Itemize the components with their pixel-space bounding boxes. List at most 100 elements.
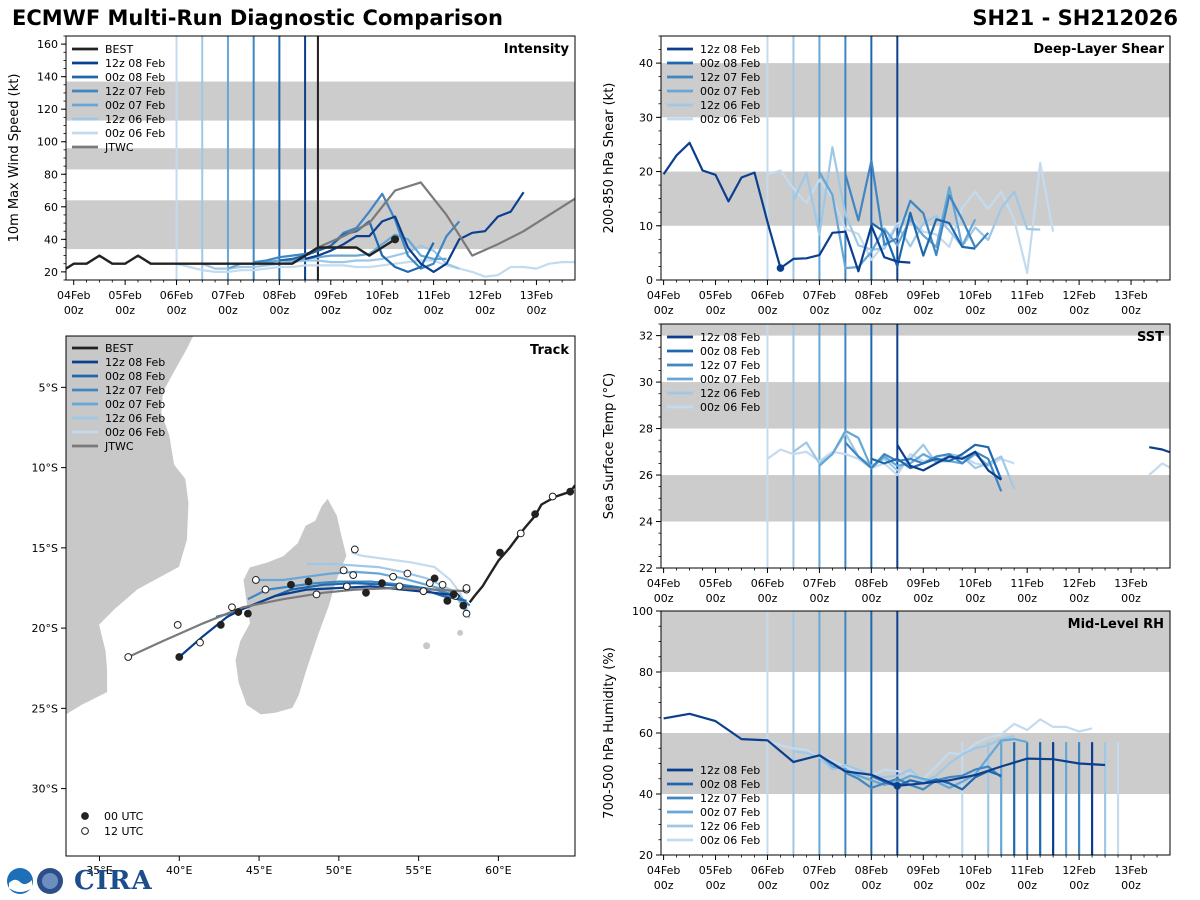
x-tick-label-hour: 00z xyxy=(810,879,830,892)
legend-label: 00z 08 Feb xyxy=(700,57,760,70)
x-tick-label: 09Feb xyxy=(907,864,940,877)
x-tick-label: 13Feb xyxy=(520,289,553,302)
y-tick-label: 40 xyxy=(639,57,653,70)
x-tick-label-hour: 00z xyxy=(861,304,881,317)
series-line xyxy=(844,159,990,257)
track-point-12utc xyxy=(173,620,182,629)
threshold-band xyxy=(66,200,575,250)
track-point-00utc xyxy=(496,548,504,557)
series-marker-dot xyxy=(893,781,902,790)
x-tick-label: 06Feb xyxy=(751,864,784,877)
x-tick-label-hour: 00z xyxy=(1069,879,1089,892)
x-tick-label: 12Feb xyxy=(1062,289,1095,302)
x-tick-label: 40°E xyxy=(166,864,192,877)
track-point-12utc xyxy=(124,653,133,661)
y-tick-label: 160 xyxy=(37,38,58,51)
legend-label: 00z 08 Feb xyxy=(700,778,760,791)
y-tick-label: 80 xyxy=(639,666,653,679)
legend-label: BEST xyxy=(105,43,133,56)
x-tick-label-hour: 00z xyxy=(1017,879,1037,892)
threshold-band xyxy=(661,63,1170,118)
x-tick-label: 50°E xyxy=(326,864,352,877)
x-tick-label-hour: 00z xyxy=(706,592,726,605)
x-tick-label: 11Feb xyxy=(1010,864,1043,877)
y-tick-label: 60 xyxy=(639,727,653,740)
x-tick-label-hour: 00z xyxy=(706,304,726,317)
threshold-band xyxy=(66,148,575,170)
legend-label: 00z 06 Feb xyxy=(700,113,760,126)
legend-label: 12z 07 Feb xyxy=(700,792,760,805)
track-point-12utc xyxy=(395,582,404,591)
legend-label: 00z 06 Feb xyxy=(105,426,165,439)
panel-track: 35°E 40°E 45°E 50°E 55°E 60°E 5°S 10°S 15°S 20°S 2… xyxy=(32,335,576,877)
legend-label: 12z 07 Feb xyxy=(105,384,165,397)
x-tick-label-hour: 00z xyxy=(654,592,674,605)
x-tick-label-hour: 00z xyxy=(758,879,778,892)
x-tick-label-hour: 00z xyxy=(424,304,444,317)
legend-label: 00z 07 Feb xyxy=(700,85,760,98)
legend-label: 12z 06 Feb xyxy=(105,113,165,126)
x-tick-label-hour: 00z xyxy=(654,304,674,317)
track-point-12utc xyxy=(419,587,428,596)
x-tick-label-hour: 00z xyxy=(861,879,881,892)
y-tick-label: 26 xyxy=(639,469,653,482)
x-tick-label-hour: 00z xyxy=(1121,304,1141,317)
x-tick-label-hour: 00z xyxy=(372,304,392,317)
track-point-12utc xyxy=(516,529,525,538)
x-tick-label: 35°E xyxy=(86,864,112,877)
x-tick-label: 08Feb xyxy=(855,577,888,590)
noaa-logo-icon xyxy=(7,868,63,894)
track-point-12utc xyxy=(548,492,557,501)
y-tick-label: 20 xyxy=(639,849,653,862)
x-tick-label: 07Feb xyxy=(803,577,836,590)
legend-label: 00z 07 Feb xyxy=(105,398,165,411)
mauritius-island xyxy=(457,629,464,636)
x-tick-label-hour: 00z xyxy=(527,304,547,317)
x-tick-label-hour: 00z xyxy=(913,592,933,605)
y-tick-label: 28 xyxy=(639,423,653,436)
x-tick-label: 13Feb xyxy=(1114,864,1147,877)
threshold-band xyxy=(661,382,1170,429)
axes-frame xyxy=(65,335,576,857)
series-line xyxy=(201,244,460,270)
track-point-00utc xyxy=(234,608,243,616)
madagascar-landmass xyxy=(234,497,348,716)
y-tick-label: 100 xyxy=(37,136,58,149)
series-line xyxy=(844,765,1002,791)
x-tick-label-hour: 00z xyxy=(1069,592,1089,605)
series-line xyxy=(871,443,1003,481)
y-tick-label: 22 xyxy=(639,562,653,575)
x-tick-label: 12Feb xyxy=(1062,577,1095,590)
x-tick-label-hour: 00z xyxy=(913,879,933,892)
x-tick-label: 09Feb xyxy=(314,289,347,302)
y-tick-label: 0 xyxy=(646,274,653,287)
threshold-band xyxy=(661,475,1170,522)
axes-frame xyxy=(660,323,1171,569)
series-line xyxy=(662,141,911,273)
legend-label: 00z 08 Feb xyxy=(105,71,165,84)
x-tick-label: 09Feb xyxy=(907,577,940,590)
legend-label: BEST xyxy=(105,342,133,355)
track-point-12utc xyxy=(462,584,471,592)
x-tick-label: 11Feb xyxy=(1010,289,1043,302)
series-line xyxy=(1148,462,1170,476)
track-point-00utc xyxy=(459,601,468,610)
x-tick-label-hour: 00z xyxy=(654,879,674,892)
track-point-12utc xyxy=(342,582,351,591)
panel-shear: 0 10 20 30 40 04Feb 00z 05Feb 00z 06Feb 00z 07Feb 00… xyxy=(602,35,1171,317)
cira-logo: CIRA xyxy=(6,866,153,896)
plot-area xyxy=(661,324,1170,568)
y-tick-label: 100 xyxy=(632,605,653,618)
series-line xyxy=(793,734,1015,783)
legend-label: 12z 06 Feb xyxy=(700,99,760,112)
x-tick-label: 11Feb xyxy=(1010,577,1043,590)
track-point-12utc xyxy=(228,603,236,612)
legend-marker-12utc xyxy=(81,827,89,835)
x-tick-label-hour: 00z xyxy=(1017,304,1037,317)
legend-label: 12 UTC xyxy=(104,825,144,838)
y-tick-label: 40 xyxy=(44,233,58,246)
x-tick-label: 06Feb xyxy=(751,577,784,590)
x-tick-label: 11Feb xyxy=(417,289,450,302)
x-tick-label-hour: 00z xyxy=(1121,879,1141,892)
